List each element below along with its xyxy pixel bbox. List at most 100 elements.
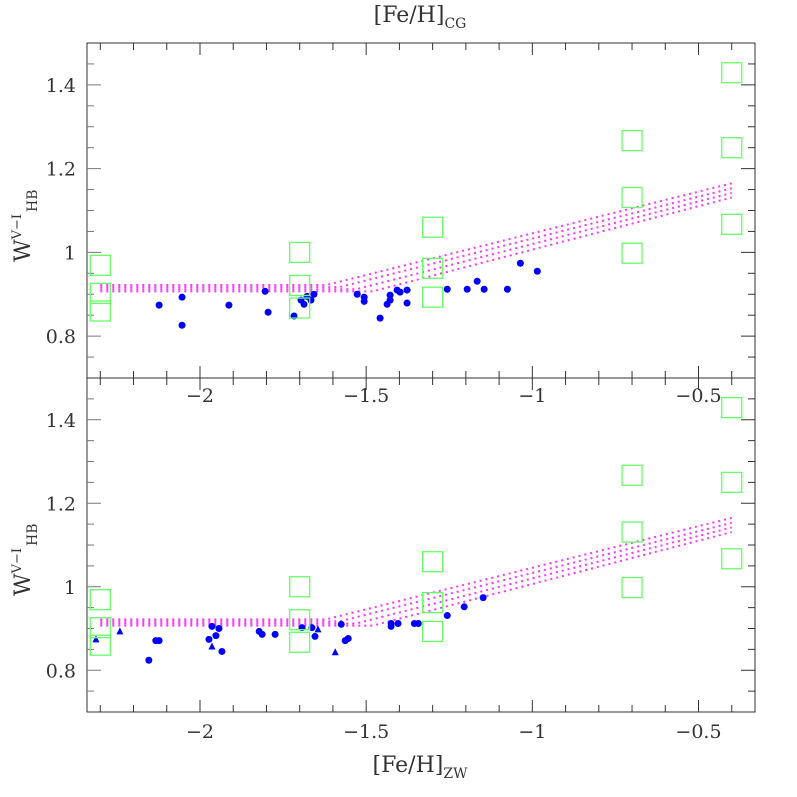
- top-circle-point: [516, 259, 524, 267]
- bottom-square-point: [621, 576, 643, 599]
- bottom-square-point: [721, 396, 743, 419]
- bottom-square-point: [289, 576, 311, 598]
- bottom-y-tick-label: 0.8: [46, 660, 76, 682]
- bottom-circle-point: [344, 635, 352, 643]
- top-model-line: [100, 182, 732, 287]
- svg-text:WV−IHB: WV−IHB: [10, 189, 41, 262]
- bottom-square-point: [621, 464, 643, 486]
- top-circle-point: [503, 285, 511, 293]
- bottom-square-point: [289, 631, 311, 653]
- top-circle-point: [300, 300, 308, 308]
- bottom-x-tick-label: −1: [518, 721, 546, 743]
- bottom-model-line: [100, 516, 732, 621]
- top-y-axis-title-main: W: [11, 239, 36, 262]
- top-circle-point: [403, 286, 411, 294]
- top-model-line: [100, 187, 732, 289]
- bottom-circle-point: [205, 635, 213, 643]
- bottom-x-tick-label: −1.5: [343, 721, 389, 743]
- top-square-point: [621, 242, 643, 264]
- bottom-x-axis-title-sub: ZW: [443, 766, 468, 782]
- top-circle-point: [386, 296, 394, 304]
- top-square-point: [421, 216, 444, 238]
- top-square-point: [621, 186, 643, 209]
- top-panel: −2 −1.5 −1 −0.5 0.8 1 1.2 1.4: [46, 42, 756, 407]
- top-x-tick-label: −0.5: [675, 385, 721, 407]
- top-circle-point: [178, 293, 186, 301]
- top-square-point: [421, 257, 444, 279]
- top-plot-frame: [86, 42, 756, 379]
- bottom-circle-point: [479, 594, 487, 602]
- top-circle-point: [353, 290, 361, 298]
- bottom-square-point: [421, 591, 444, 614]
- bottom-circle-point: [212, 632, 220, 640]
- top-square-point: [289, 274, 311, 297]
- bottom-circle-point: [394, 619, 402, 627]
- top-x-tick-label: −2: [186, 385, 214, 407]
- top-circle-point: [264, 308, 272, 316]
- top-x-axis-title: [Fe/H]CG: [374, 3, 467, 32]
- bottom-model-line: [100, 526, 732, 625]
- bottom-y-axis-title-main: W: [11, 573, 36, 596]
- bottom-plot-frame: [86, 377, 756, 713]
- bottom-circle-point: [311, 632, 319, 640]
- bottom-model-line: [100, 521, 732, 623]
- bottom-square-point: [289, 609, 311, 631]
- top-circle-point: [403, 299, 411, 307]
- bottom-square-point: [89, 634, 111, 656]
- top-y-axis-title-sup: V−I: [10, 214, 25, 240]
- top-square-point: [621, 129, 643, 152]
- bottom-x-axis-title-main: [Fe/H]: [373, 753, 444, 778]
- bottom-square-point: [421, 551, 444, 573]
- top-square-point: [289, 241, 311, 264]
- top-square-point: [89, 300, 111, 322]
- top-x-tick-label: −1.5: [343, 385, 389, 407]
- bottom-square-point: [721, 471, 743, 494]
- top-circle-point: [225, 301, 233, 309]
- bottom-circle-point: [215, 625, 223, 632]
- svg-text:WV−IHB: WV−IHB: [10, 523, 41, 596]
- bottom-triangle-point: [331, 648, 339, 656]
- top-circle-point: [533, 267, 541, 275]
- top-square-point: [421, 286, 444, 308]
- bottom-square-point: [621, 521, 643, 543]
- top-circle-point: [310, 290, 318, 298]
- bottom-y-axis-title-sup: V−I: [10, 548, 25, 574]
- bottom-circle-point: [208, 622, 216, 630]
- bottom-triangle-point: [208, 642, 216, 650]
- top-circle-point: [386, 291, 394, 299]
- top-y-tick-label: 1.4: [46, 75, 76, 97]
- bottom-y-tick-label: 1.2: [46, 493, 76, 515]
- top-y-axis-title: WV−IHB: [10, 189, 41, 262]
- bottom-x-tick-label: −2: [186, 721, 214, 743]
- bottom-circle-point: [387, 622, 395, 630]
- top-y-tick-label: 0.8: [46, 326, 76, 348]
- bottom-y-tick-label: 1: [64, 577, 76, 599]
- bottom-square-point: [721, 548, 743, 570]
- top-square-point: [289, 297, 311, 319]
- top-square-point: [721, 62, 743, 84]
- bottom-circle-point: [443, 612, 451, 620]
- bottom-triangle-point: [314, 625, 322, 633]
- top-circle-point: [396, 288, 404, 296]
- top-circle-point: [443, 285, 451, 293]
- bottom-triangle-point: [116, 627, 124, 635]
- bottom-square-point: [89, 589, 111, 611]
- bottom-circle-point: [218, 647, 226, 655]
- bottom-circle-point: [337, 620, 345, 628]
- top-circle-point: [261, 287, 269, 295]
- top-x-axis-title-main: [Fe/H]: [374, 3, 445, 28]
- top-square-point: [721, 137, 743, 159]
- bottom-x-tick-label: −0.5: [675, 721, 721, 743]
- top-circle-point: [376, 314, 384, 322]
- bottom-panel: −2 −1.5 −1 −0.5 0.8 1 1.2 1.4: [46, 377, 756, 743]
- bottom-circle-point: [271, 630, 279, 638]
- top-y-axis-title-sub: HB: [25, 189, 41, 212]
- top-circle-point: [155, 301, 163, 309]
- top-model-line: [100, 191, 732, 291]
- bottom-circle-point: [145, 656, 153, 664]
- top-square-point: [721, 213, 743, 235]
- bottom-triangle-point: [92, 635, 100, 643]
- top-y-tick-label: 1.2: [46, 159, 76, 181]
- top-circle-point: [473, 277, 481, 285]
